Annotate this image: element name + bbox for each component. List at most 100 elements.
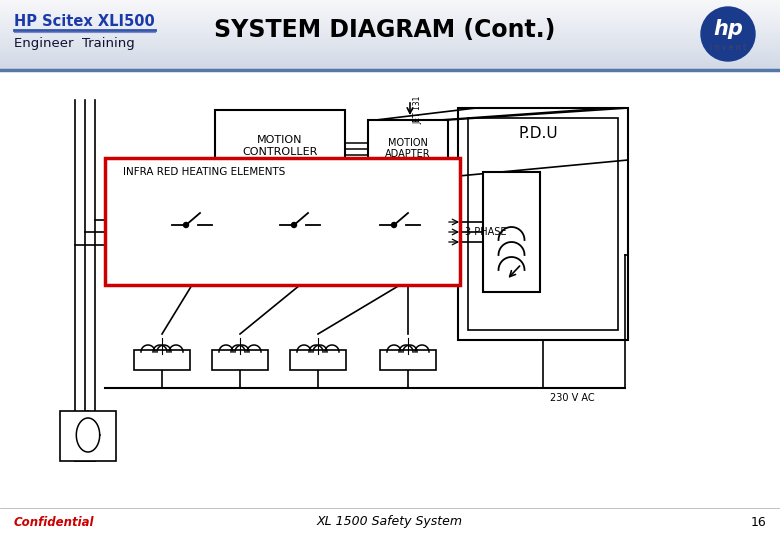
Bar (0, 39, 780, 40)
Bar (0, 33, 780, 34)
Bar (0, 5, 780, 6)
Bar (0, 13, 780, 14)
Bar (105, 158, 460, 285)
Bar (0, 30, 780, 31)
Circle shape (292, 222, 296, 227)
Text: XL 1500 Safety System: XL 1500 Safety System (317, 516, 463, 529)
Bar (0, 53, 780, 54)
Bar (0, 50, 780, 51)
Bar (0, 34, 780, 35)
Text: 230 V AC: 230 V AC (550, 393, 594, 403)
Bar (483, 172, 540, 292)
Bar (134, 350, 190, 370)
Bar (0, 67, 780, 68)
Bar (0, 31, 780, 32)
Bar (0, 41, 780, 42)
Text: hp: hp (713, 19, 743, 39)
Text: INFRA RED HEATING ELEMENTS: INFRA RED HEATING ELEMENTS (123, 167, 285, 177)
Bar (0, 62, 780, 63)
Bar (0, 4, 780, 5)
Text: Engineer  Training: Engineer Training (14, 37, 135, 51)
Text: i n v e n t: i n v e n t (710, 44, 746, 52)
Text: P.D.U: P.D.U (518, 125, 558, 140)
Bar (0, 40, 780, 41)
Bar (0, 23, 780, 24)
Bar (0, 56, 780, 57)
Text: MOTION
ADAPTER: MOTION ADAPTER (385, 138, 431, 159)
Bar (0, 15, 780, 16)
Text: MOTION
CONTROLLER: MOTION CONTROLLER (243, 135, 317, 157)
Circle shape (701, 7, 755, 61)
Text: 3 PHASE: 3 PHASE (465, 227, 506, 237)
Bar (0, 64, 780, 65)
Bar (0, 55, 780, 56)
Bar (212, 350, 268, 370)
Bar (0, 37, 780, 38)
Bar (0, 69, 780, 70)
Text: JET 131: JET 131 (413, 96, 422, 124)
Bar (0, 58, 780, 59)
Bar (0, 17, 780, 18)
Bar (0, 38, 780, 39)
Bar (0, 32, 780, 33)
Bar (0, 51, 780, 52)
Text: HP Scitex XLI500: HP Scitex XLI500 (14, 15, 154, 30)
Bar (0, 52, 780, 53)
Bar (0, 20, 780, 21)
Bar (0, 42, 780, 43)
Bar (380, 350, 436, 370)
Bar (0, 47, 780, 48)
Bar (0, 29, 780, 30)
Bar (0, 21, 780, 22)
Bar (0, 63, 780, 64)
Bar (0, 7, 780, 8)
Bar (0, 3, 780, 4)
Bar (0, 14, 780, 15)
Bar (0, 49, 780, 50)
Text: 16: 16 (750, 516, 766, 529)
Bar (0, 1, 780, 2)
Text: SYSTEM DIAGRAM (Cont.): SYSTEM DIAGRAM (Cont.) (215, 18, 555, 42)
Bar (0, 59, 780, 60)
Bar (0, 44, 780, 45)
Bar (0, 8, 780, 9)
Bar (0, 11, 780, 12)
Bar (0, 28, 780, 29)
Bar (60, 411, 116, 461)
Text: Confidential: Confidential (14, 516, 94, 529)
Bar (0, 6, 780, 7)
Bar (0, 48, 780, 49)
Bar (0, 60, 780, 61)
Bar (0, 22, 780, 23)
Bar (0, 45, 780, 46)
Bar (290, 350, 346, 370)
Bar (468, 118, 618, 330)
Bar (0, 2, 780, 3)
Bar (0, 36, 780, 37)
Bar (0, 27, 780, 28)
Bar (0, 19, 780, 20)
Bar (0, 68, 780, 69)
Bar (0, 26, 780, 27)
Bar (0, 18, 780, 19)
Bar (0, 57, 780, 58)
Bar (0, 16, 780, 17)
Bar (0, 25, 780, 26)
Circle shape (392, 222, 396, 227)
Bar (0, 61, 780, 62)
Bar (458, 108, 628, 340)
Bar (0, 54, 780, 55)
Circle shape (183, 222, 189, 227)
Bar (0, 46, 780, 47)
Bar (0, 10, 780, 11)
Bar (0, 35, 780, 36)
Bar (0, 66, 780, 67)
Bar (0, 65, 780, 66)
Bar (0, 43, 780, 44)
Bar (215, 110, 345, 182)
Bar (0, 12, 780, 13)
Bar (0, 24, 780, 25)
Bar (0, 0, 780, 1)
Bar (0, 9, 780, 10)
Bar (368, 120, 448, 177)
